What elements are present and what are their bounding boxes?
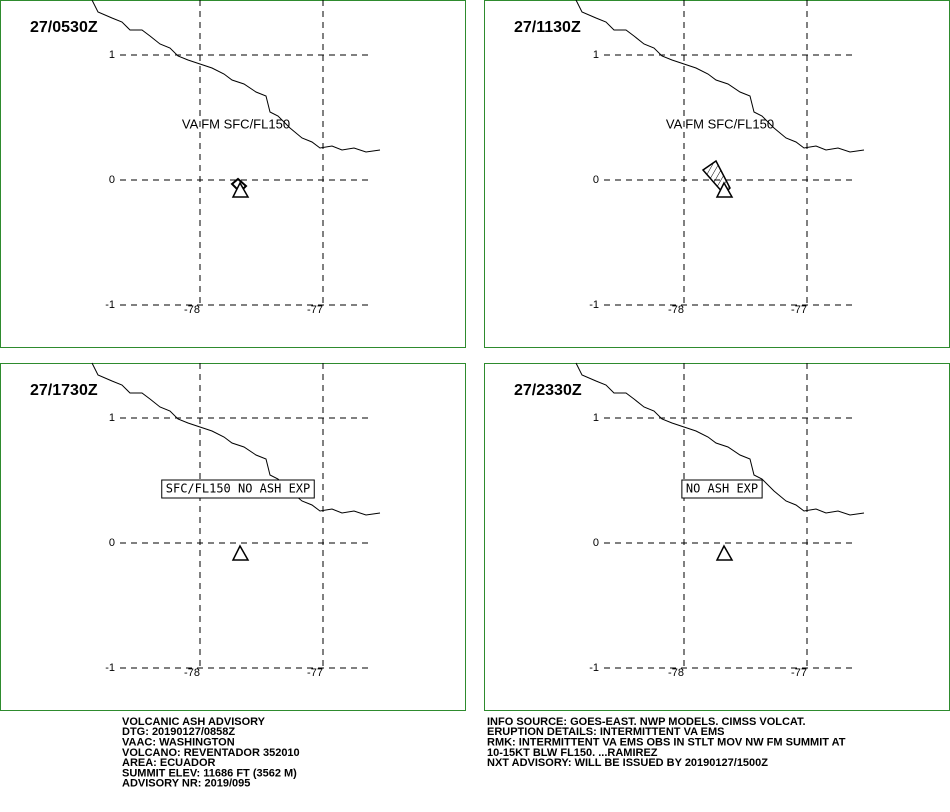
advisory-line: RMK: INTERMITTENT VA EMS OBS IN STLT MOV… bbox=[487, 737, 846, 749]
lat-label: 0 bbox=[593, 174, 599, 186]
advisory-line: VOLCANIC ASH ADVISORY bbox=[122, 716, 266, 728]
map-panel: 1 0 -1 -78 -77 27/0530Z VA FM SFC/FL150 bbox=[0, 0, 466, 348]
panel-border bbox=[0, 363, 466, 711]
advisory-line: SUMMIT ELEV: 11686 FT (3562 M) bbox=[122, 767, 297, 779]
annotation-box bbox=[681, 479, 763, 499]
valid-time: 27/1730Z bbox=[30, 382, 98, 399]
lat-label: -1 bbox=[589, 662, 599, 674]
advisory-line: AREA: ECUADOR bbox=[122, 757, 216, 769]
advisory-line: ADVISORY NR: 2019/095 bbox=[122, 778, 250, 790]
lat-label: 0 bbox=[109, 537, 115, 549]
advisory-line: 10-15KT BLW FL150. ...RAMIREZ bbox=[487, 747, 658, 759]
ash-annotation: NO ASH EXP bbox=[686, 482, 758, 496]
lat-label: 1 bbox=[593, 49, 599, 61]
ash-annotation: VA FM SFC/FL150 bbox=[666, 116, 774, 131]
advisory-line: DTG: 20190127/0858Z bbox=[122, 726, 235, 738]
valid-time: 27/2330Z bbox=[514, 382, 582, 399]
coastline bbox=[91, 362, 381, 516]
map-panel: 1 0 -1 -78 -77 27/1730Z SFC/FL150 NO ASH EXP bbox=[0, 362, 466, 711]
advisory-line: VOLCANO: REVENTADOR 352010 bbox=[122, 747, 300, 759]
lon-label: -78 bbox=[184, 304, 200, 316]
advisory-line: INFO SOURCE: GOES-EAST. NWP MODELS. CIMS… bbox=[487, 716, 806, 728]
advisory-line: ERUPTION DETAILS: INTERMITTENT VA EMS bbox=[487, 726, 725, 738]
map-panel: 1 0 -1 -78 -77 27/1130Z VA FM SFC/FL150 bbox=[484, 0, 950, 348]
valid-time: 27/1130Z bbox=[514, 19, 581, 36]
lon-label: -77 bbox=[307, 304, 323, 316]
valid-time: 27/0530Z bbox=[30, 19, 98, 36]
lat-label: 0 bbox=[593, 537, 599, 549]
advisory-line: VAAC: WASHINGTON bbox=[122, 737, 235, 749]
coastline bbox=[91, 0, 381, 153]
lat-label: 1 bbox=[109, 49, 115, 61]
volcano-symbol bbox=[715, 181, 734, 198]
map-panel: 1 0 -1 -78 -77 27/2330Z NO ASH EXP bbox=[484, 362, 950, 711]
lat-label: -1 bbox=[105, 299, 115, 311]
lon-label: -77 bbox=[307, 667, 323, 679]
lon-label: -78 bbox=[668, 304, 684, 316]
annotation-box bbox=[161, 479, 315, 499]
coastline bbox=[575, 362, 865, 516]
lat-label: 0 bbox=[109, 174, 115, 186]
advisory-line: NXT ADVISORY: WILL BE ISSUED BY 20190127… bbox=[487, 757, 768, 769]
lat-label: 1 bbox=[593, 412, 599, 424]
ash-annotation: VA FM SFC/FL150 bbox=[182, 116, 290, 131]
coastline bbox=[575, 0, 865, 153]
lon-label: -77 bbox=[791, 667, 807, 679]
lon-label: -78 bbox=[668, 667, 684, 679]
volcano-symbol bbox=[231, 181, 250, 198]
volcano-symbol bbox=[715, 544, 734, 561]
ash-annotation: SFC/FL150 NO ASH EXP bbox=[166, 482, 311, 496]
lat-label: 1 bbox=[109, 412, 115, 424]
lat-label: -1 bbox=[589, 299, 599, 311]
lat-label: -1 bbox=[105, 662, 115, 674]
lon-label: -77 bbox=[791, 304, 807, 316]
panel-border bbox=[0, 0, 466, 348]
lon-label: -78 bbox=[184, 667, 200, 679]
panel-border bbox=[484, 363, 950, 711]
volcano-symbol bbox=[231, 544, 250, 561]
